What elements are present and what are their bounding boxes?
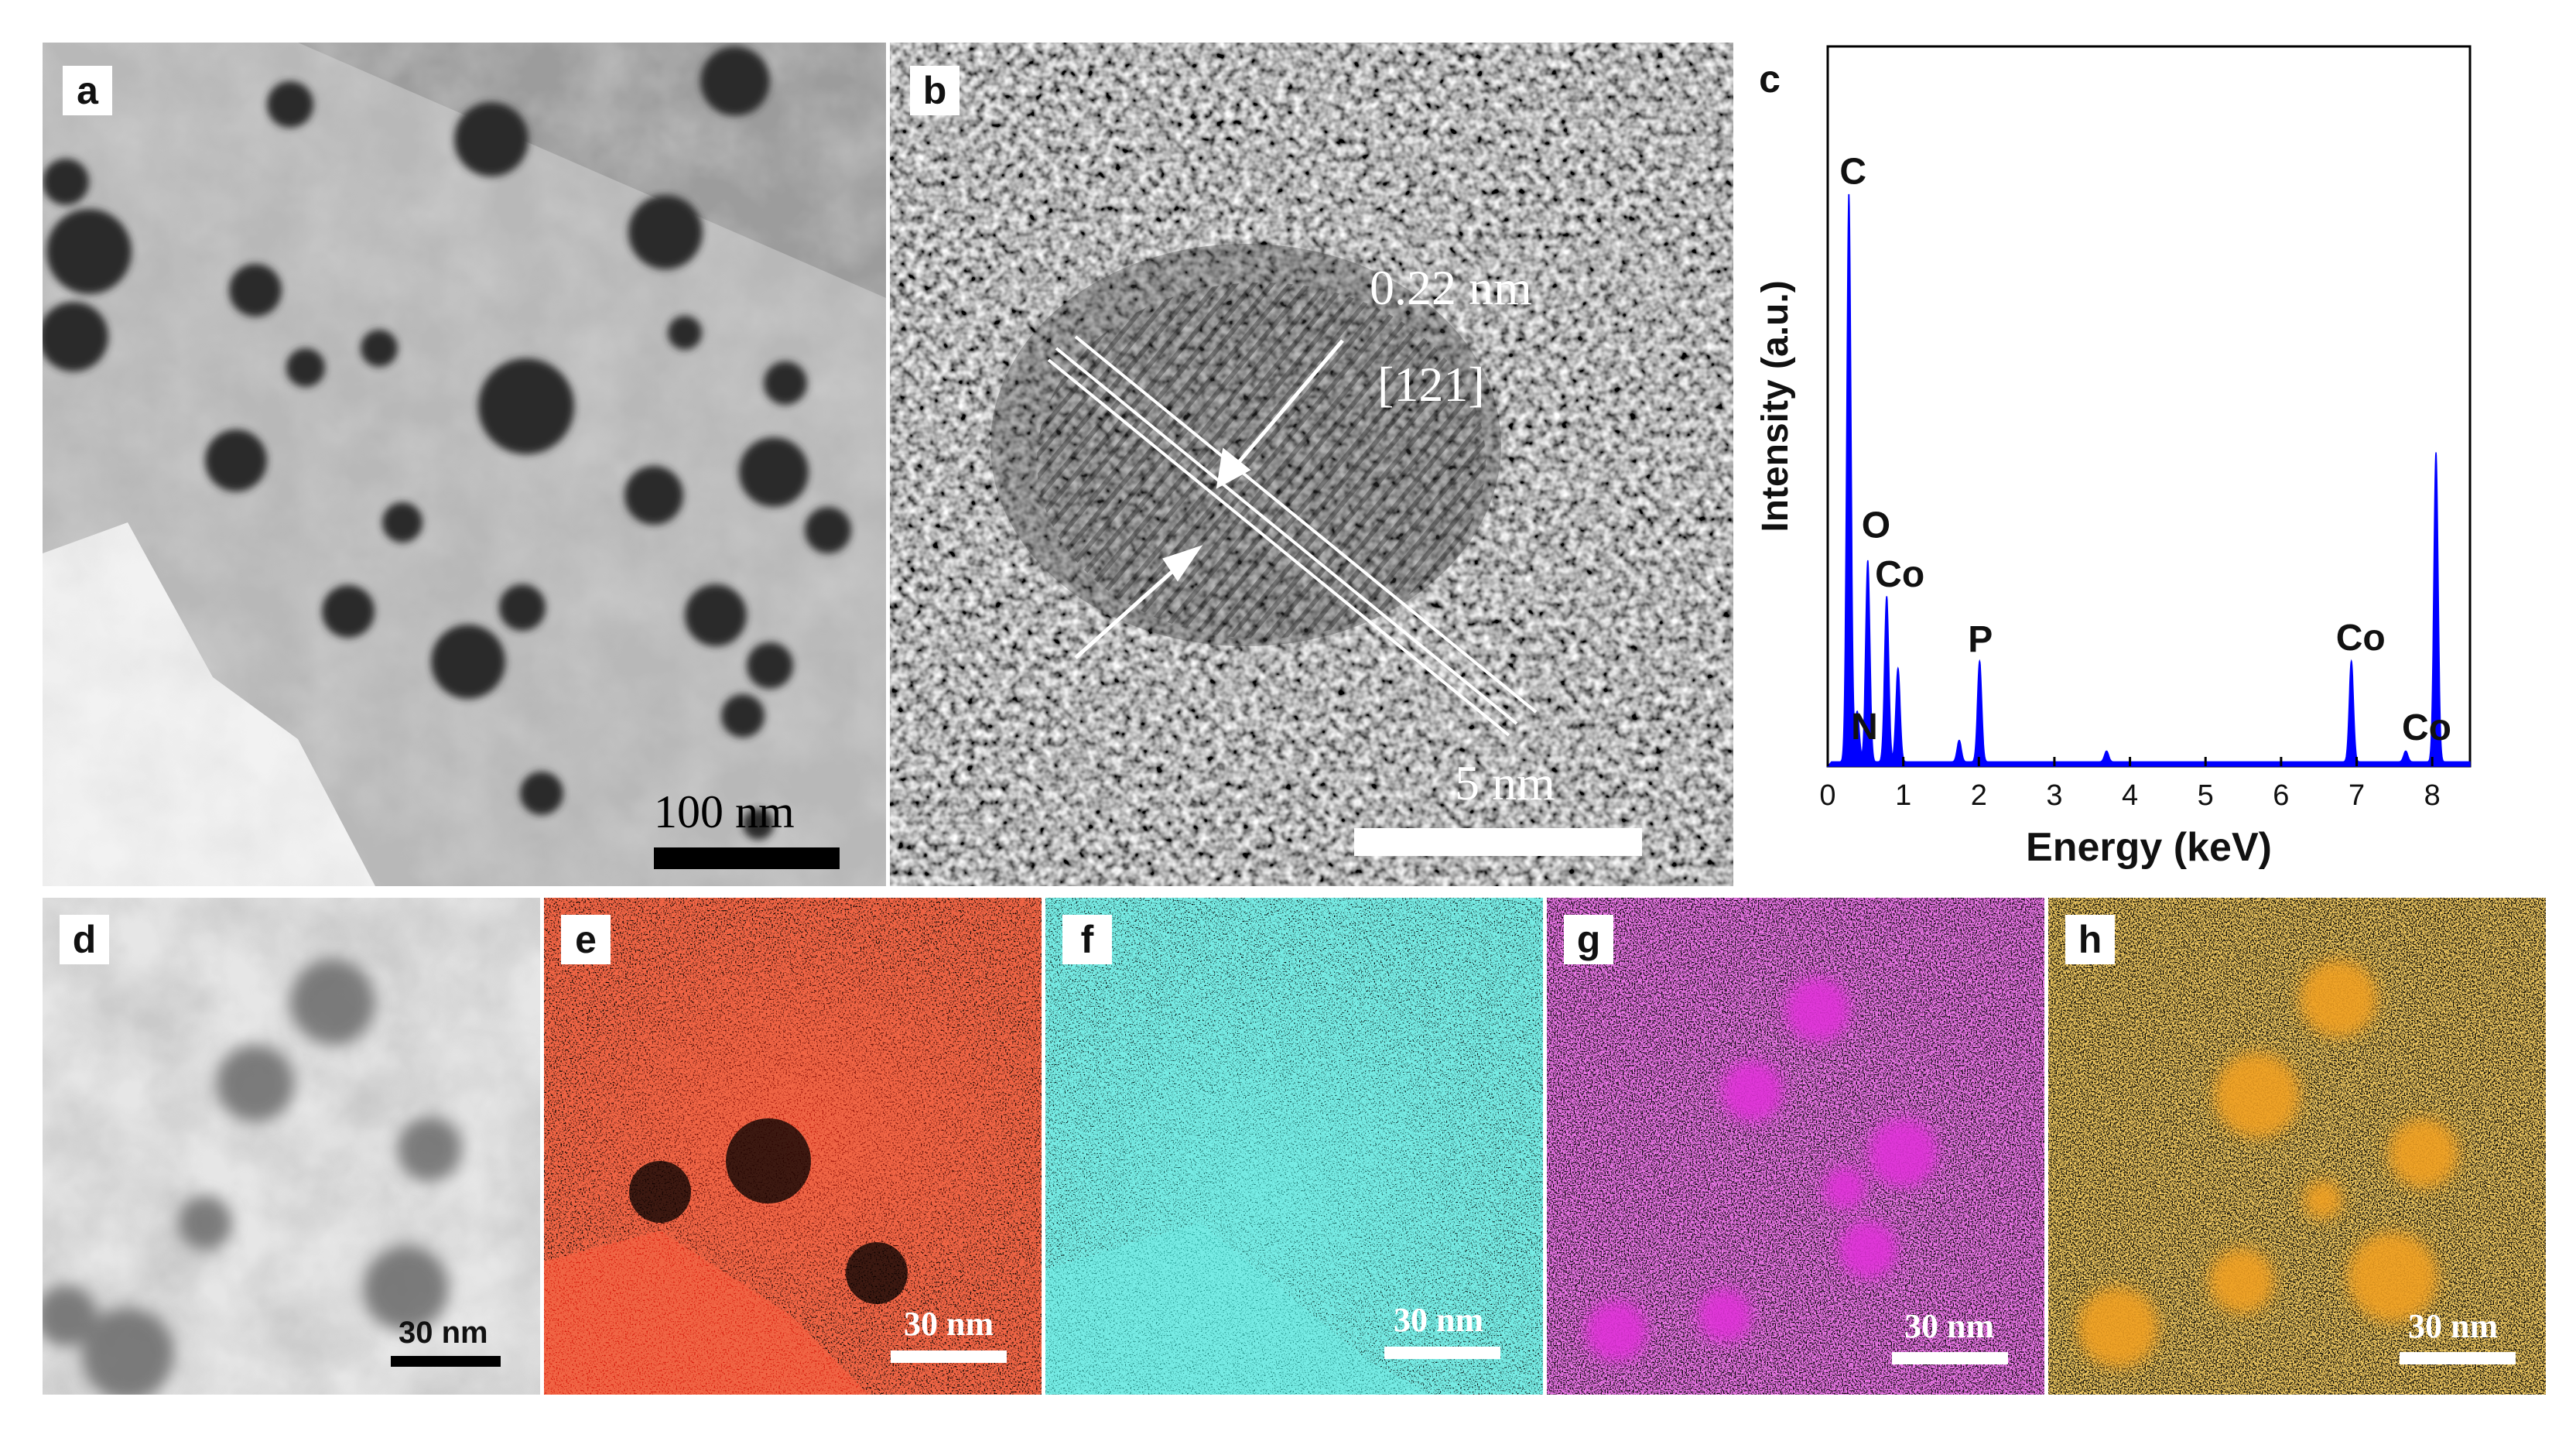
- scale-bar-label: 30 nm: [904, 1305, 994, 1343]
- scale-bar-label: 30 nm: [1394, 1301, 1484, 1339]
- eds-chart: 0 1 2 3 4 5 6 7 8 C N O Co P Co Co Energy (keV) Intens…: [1755, 45, 2472, 870]
- panel-e-carbon-map: e 30 nm: [544, 898, 1042, 1395]
- peak-label: C: [1839, 151, 1866, 192]
- x-tick-label: 1: [1895, 779, 1911, 812]
- scale-bar-label: 30 nm: [399, 1316, 488, 1350]
- panel-f-label: f: [1062, 915, 1112, 964]
- scale-bar-label: 30 nm: [1904, 1307, 1995, 1345]
- peak-label: N: [1851, 707, 1878, 748]
- scale-bar: [1384, 1347, 1500, 1359]
- x-tick-label: 0: [1819, 779, 1835, 812]
- panel-c-eds-spectrum: c 0 1 2 3 4 5 6 7 8 C N O Co P Co Co Energy (keV) Inte…: [1741, 31, 2561, 890]
- d-spacing-label: 0.22 nm: [1370, 260, 1532, 315]
- x-tick-label: 3: [2046, 779, 2062, 812]
- panel-g-phosphorus-map: g 30 nm: [1547, 898, 2044, 1395]
- elemental-map-red: [544, 898, 1042, 1395]
- scale-bar: [391, 1356, 501, 1367]
- panel-a-tem-image: a 100 nm: [43, 43, 886, 886]
- scale-bar: [654, 847, 840, 869]
- scale-bar: [2400, 1352, 2516, 1364]
- haadf-micrograph: [43, 898, 540, 1395]
- x-axis-label: Energy (keV): [2026, 825, 2272, 870]
- x-tick-label: 6: [2273, 779, 2289, 812]
- elemental-map-magenta: [1547, 898, 2044, 1395]
- scale-bar-label: 5 nm: [1455, 755, 1555, 810]
- elemental-map-cyan: [1045, 898, 1543, 1395]
- elemental-map-orange: [2048, 898, 2546, 1395]
- scale-bar: [1354, 828, 1642, 856]
- peak-label: P: [1968, 619, 1993, 660]
- panel-d-label: d: [60, 915, 109, 964]
- panel-g-label: g: [1564, 915, 1613, 964]
- peak-label: Co: [2402, 707, 2451, 748]
- panel-f-nitrogen-map: f 30 nm: [1045, 898, 1543, 1395]
- tem-micrograph: [43, 43, 886, 886]
- panel-b-label: b: [910, 66, 960, 115]
- x-tick-label: 5: [2198, 779, 2214, 812]
- panel-c-label: c: [1745, 54, 1794, 104]
- panel-e-label: e: [561, 915, 611, 964]
- x-tick-label: 2: [1971, 779, 1987, 812]
- hrtem-micrograph: [890, 43, 1733, 886]
- peak-label: Co: [2336, 618, 2386, 659]
- x-tick-label: 8: [2424, 779, 2441, 812]
- panel-h-cobalt-map: h 30 nm: [2048, 898, 2546, 1395]
- x-tick-label: 4: [2122, 779, 2138, 812]
- peak-label: Co: [1875, 554, 1924, 595]
- scale-bar: [891, 1351, 1007, 1363]
- panel-d-haadf-image: d 30 nm: [43, 898, 540, 1395]
- peak-label: O: [1862, 505, 1890, 546]
- scale-bar-label: 30 nm: [2408, 1307, 2499, 1345]
- panel-h-label: h: [2065, 915, 2115, 964]
- panel-a-label: a: [63, 66, 112, 115]
- eds-spectrum-line: [1826, 193, 2471, 767]
- plane-index-label: [121]: [1377, 357, 1485, 412]
- panel-b-hrtem-image: b 0.22 nm [121] 5 nm: [890, 43, 1733, 886]
- x-tick-label: 7: [2349, 779, 2365, 812]
- scale-bar: [1892, 1352, 2008, 1364]
- scale-bar-label: 100 nm: [654, 786, 795, 837]
- y-axis-label: Intensity (a.u.): [1755, 280, 1796, 532]
